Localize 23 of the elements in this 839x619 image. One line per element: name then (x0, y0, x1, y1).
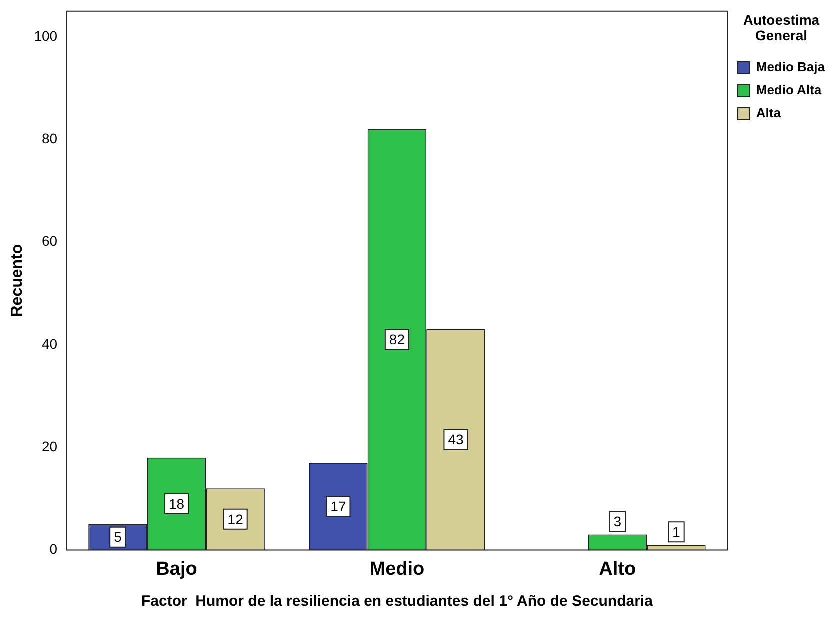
data-label: 17 (330, 498, 346, 514)
legend-label: Alta (756, 105, 782, 120)
legend-title: Autoestima General (743, 12, 820, 44)
data-label: 12 (228, 511, 244, 528)
x-axis-title: Factor Humor de la resiliencia en estudiantes del 1° Año de Secundaria (142, 593, 654, 610)
data-label: 3 (614, 514, 622, 530)
data-label: 5 (114, 529, 122, 546)
y-tick-label: 20 (42, 438, 58, 454)
data-label: 1 (672, 524, 681, 540)
y-tick-label: 40 (42, 336, 58, 352)
x-tick-label: Bajo (156, 558, 198, 580)
x-tick-label: Alto (599, 558, 636, 580)
y-tick-label: 80 (42, 130, 58, 147)
data-label: 43 (448, 432, 464, 448)
data-label: 82 (389, 332, 406, 348)
y-tick-label: 100 (34, 28, 58, 44)
legend-label: Medio Baja (756, 59, 826, 74)
y-tick-label: 0 (50, 541, 58, 558)
data-label: 18 (168, 496, 185, 512)
y-tick-label: 60 (42, 233, 58, 250)
y-axis-title: Recuento (9, 244, 26, 318)
x-tick-label: Medio (370, 558, 425, 580)
legend-label: Medio Alta (756, 82, 822, 98)
